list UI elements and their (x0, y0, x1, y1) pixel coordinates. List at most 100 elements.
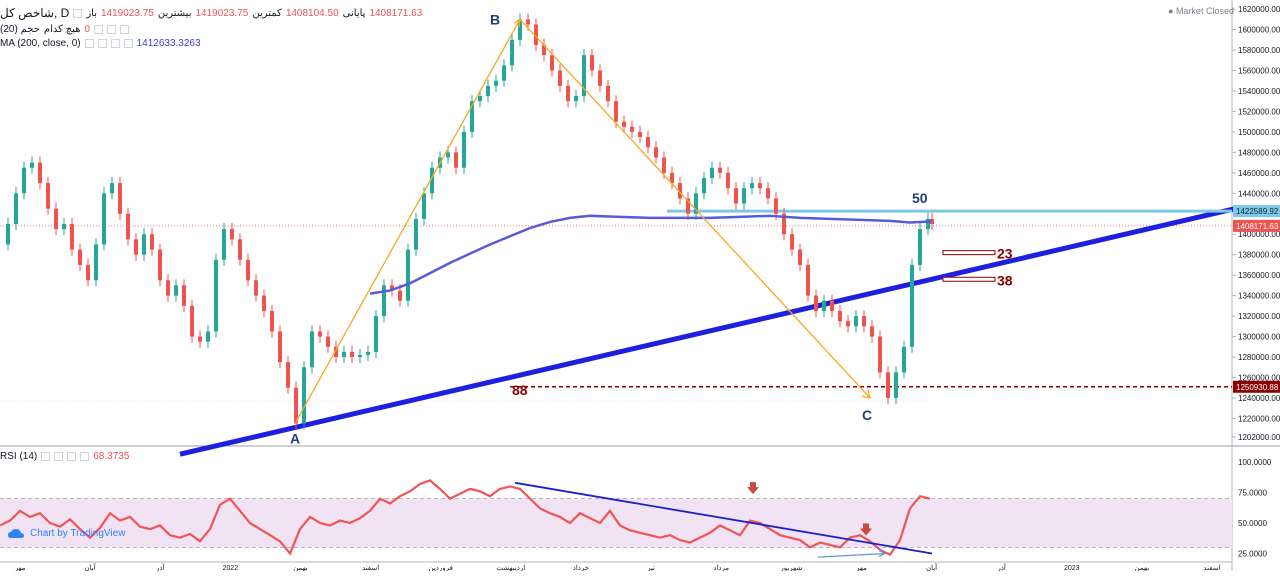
x-tick-label: آذر (996, 562, 1006, 571)
y-tick-label: 1520000.00 (1238, 107, 1280, 116)
candle-body (382, 285, 386, 317)
legend-symbol[interactable]: شاخص کل, D (0, 6, 70, 20)
candle-body (334, 346, 338, 358)
eye-icon[interactable] (93, 25, 103, 34)
settings-icon[interactable] (54, 452, 64, 461)
candle-body (6, 224, 10, 245)
candle-body (798, 249, 802, 265)
candle-body (318, 331, 322, 337)
badge-current: 1408171.63 (1236, 222, 1279, 231)
fib-label-50: 50 (912, 190, 928, 206)
y-tick-label: 1260000.00 (1238, 373, 1280, 382)
eye-icon[interactable] (41, 452, 51, 461)
candle-body (558, 70, 562, 86)
candle-body (686, 198, 690, 214)
candle-body (126, 213, 130, 240)
volume-label[interactable]: حجم (20) (0, 24, 40, 35)
y-tick-label: 1540000.00 (1238, 87, 1280, 96)
candle-body (542, 44, 546, 56)
high-label: بیشترین (157, 7, 192, 19)
candle-body (718, 167, 722, 173)
candle-body (702, 177, 706, 194)
candle-body (806, 264, 810, 296)
candle-body (454, 152, 458, 168)
candle-body (478, 96, 482, 102)
y-tick-label: 1320000.00 (1238, 312, 1280, 321)
fib-label-88: 88 (512, 382, 528, 398)
candle-body (198, 336, 202, 342)
volume-zero: 0 (84, 24, 90, 35)
candle-body (838, 310, 842, 322)
candle-body (598, 70, 602, 86)
candle-body (494, 80, 498, 86)
high-value: 1419023.75 (195, 7, 249, 19)
x-tick-label: 2023 (1064, 565, 1080, 571)
legend-row-volume: حجم (20) هیچ کدام 0 (0, 24, 129, 35)
candle-body (302, 367, 306, 424)
x-tick-label: اسفند (362, 564, 379, 571)
close-icon[interactable] (119, 25, 129, 34)
candle-body (910, 264, 914, 347)
settings-icon[interactable] (106, 25, 116, 34)
rsi-down-arrow-1 (860, 523, 872, 536)
candle-body (766, 188, 770, 199)
candle-body (670, 172, 674, 184)
candle-body (70, 224, 74, 250)
candle-body (894, 372, 898, 398)
more-icon[interactable] (80, 452, 90, 461)
candle-body (390, 285, 394, 291)
candle-body (310, 331, 314, 368)
candle-body (758, 183, 762, 189)
x-tick-label: 2022 (223, 565, 239, 571)
candle-body (270, 310, 274, 332)
candle-body (782, 213, 786, 235)
candle-body (510, 39, 514, 66)
candle-body (278, 331, 282, 363)
candle-body (614, 101, 618, 122)
rsi-label[interactable]: RSI (14) (0, 451, 38, 462)
candle-body (142, 234, 146, 255)
badge-resistance-bg (1233, 205, 1280, 218)
candle-body (406, 249, 410, 301)
point-label-b: B (490, 11, 500, 27)
rsi-divergence-arrowhead (878, 549, 887, 558)
legend-row-ma: MA (200, close, 0) 1412633.3263 (0, 38, 201, 49)
candle-body (526, 19, 530, 25)
point-label-a: A (290, 431, 300, 447)
more-icon[interactable] (123, 39, 133, 48)
y-tick-label: 1500000.00 (1238, 128, 1280, 137)
legend-row-rsi: RSI (14) 68.3735 (0, 451, 129, 462)
candle-body (30, 162, 34, 168)
ma-label[interactable]: MA (200, close, 0) (0, 38, 81, 49)
candle-body (366, 351, 370, 355)
candle-body (102, 193, 106, 245)
y-tick-label: 1380000.00 (1238, 251, 1280, 260)
eye-icon[interactable] (84, 39, 94, 48)
candle-body (574, 96, 578, 102)
candle-body (238, 239, 242, 260)
tradingview-brand[interactable]: Chart by TradingView (8, 528, 125, 539)
close-icon[interactable] (67, 452, 77, 461)
candle-body (110, 183, 114, 194)
rsi-divergence-line (817, 552, 886, 558)
rsi-tick-label: 100.0000 (1238, 458, 1272, 467)
candle-body (654, 147, 658, 158)
badge-support: 1250930.88 (1236, 383, 1279, 392)
candle-body (342, 351, 346, 358)
candle-body (550, 55, 554, 71)
candle-body (846, 321, 850, 327)
rsi-tick-label: 25.0000 (1238, 549, 1267, 558)
volume-none: هیچ کدام (43, 24, 81, 35)
candle-body (862, 316, 866, 327)
candle-body (358, 354, 362, 358)
close-icon[interactable] (110, 39, 120, 48)
arrow-head-b (513, 18, 521, 28)
candle-body (886, 372, 890, 398)
candle-body (790, 234, 794, 250)
candle-body (14, 193, 18, 224)
candle-body (742, 188, 746, 204)
market-status-text: Market Closed (1175, 6, 1234, 16)
settings-icon[interactable] (97, 39, 107, 48)
candle-body (734, 188, 738, 204)
eye-icon[interactable] (73, 8, 83, 18)
